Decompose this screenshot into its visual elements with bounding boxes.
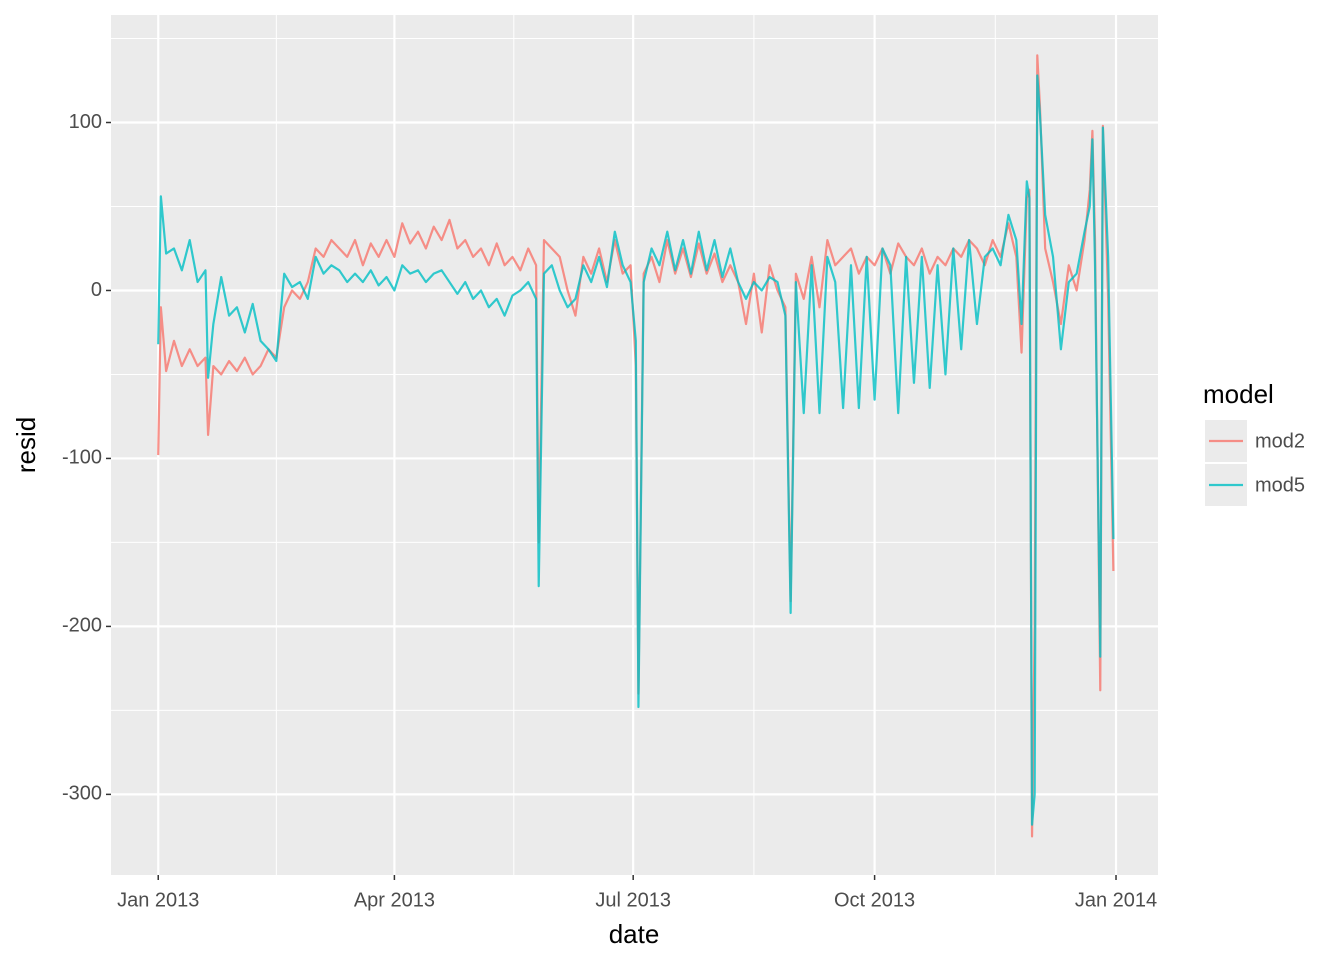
- y-tick-label: 100: [69, 111, 102, 133]
- legend-title: model: [1203, 379, 1274, 409]
- x-tick-label: Apr 2013: [354, 889, 435, 911]
- x-tick-label: Oct 2013: [834, 889, 915, 911]
- y-axis-label: resid: [11, 417, 41, 473]
- y-tick-label: -300: [62, 783, 102, 805]
- series-line: [157, 54, 1115, 838]
- y-tick-label: -200: [62, 615, 102, 637]
- panel: [111, 15, 1158, 875]
- legend-label: mod2: [1255, 430, 1305, 452]
- y-tick-label: -100: [62, 447, 102, 469]
- x-tick-label: Jan 2014: [1075, 889, 1157, 911]
- x-axis-label: date: [609, 919, 660, 949]
- x-tick-label: Jul 2013: [595, 889, 671, 911]
- y-tick-label: 0: [91, 279, 102, 301]
- series-line: [157, 74, 1115, 826]
- x-tick-label: Jan 2013: [117, 889, 199, 911]
- legend-label: mod5: [1255, 474, 1305, 496]
